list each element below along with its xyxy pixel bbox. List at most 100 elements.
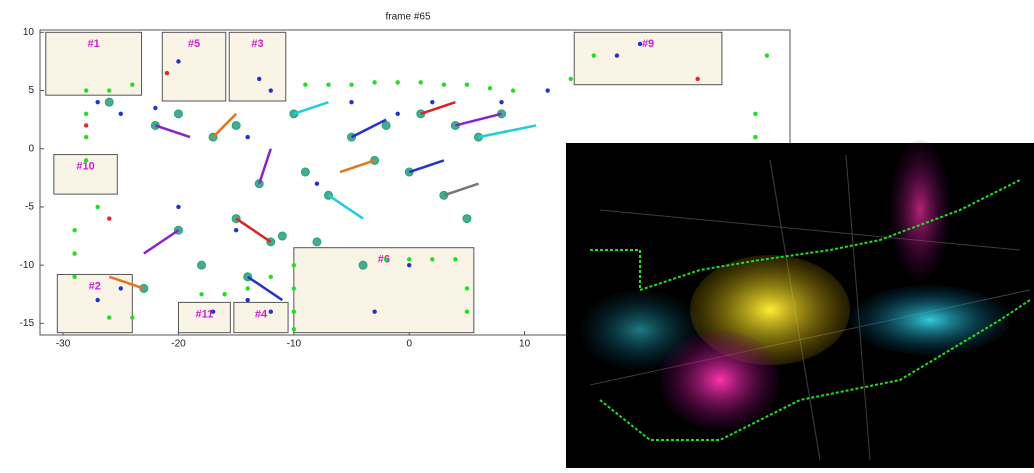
point [292, 327, 296, 331]
region-label: #5 [188, 38, 200, 50]
point [165, 71, 169, 75]
point [382, 121, 390, 129]
x-tick-label: -10 [287, 339, 302, 350]
point [430, 257, 434, 261]
point [198, 261, 206, 269]
point [301, 168, 309, 176]
region-label: #4 [255, 308, 268, 320]
y-tick-label: 5 [28, 85, 34, 96]
point [615, 53, 619, 57]
point [269, 88, 273, 92]
point [765, 53, 769, 57]
point [384, 257, 388, 261]
point [222, 292, 226, 296]
point [359, 261, 367, 269]
point [465, 286, 469, 290]
point [107, 88, 111, 92]
inset-blob [890, 140, 950, 280]
x-tick-label: 0 [406, 339, 412, 350]
point [465, 310, 469, 314]
point [292, 286, 296, 290]
point [105, 98, 113, 106]
point [419, 80, 423, 84]
y-tick-label: 10 [23, 27, 35, 38]
point [245, 135, 249, 139]
point [211, 310, 215, 314]
point [315, 181, 319, 185]
point [499, 100, 503, 104]
chart-title: frame #65 [385, 12, 430, 23]
point [753, 112, 757, 116]
region-label: #2 [89, 280, 101, 292]
point [430, 100, 434, 104]
y-tick-label: 0 [28, 143, 34, 154]
point [119, 286, 123, 290]
point [84, 135, 88, 139]
point [174, 110, 182, 118]
point [130, 315, 134, 319]
point [372, 80, 376, 84]
point [442, 83, 446, 87]
point [511, 88, 515, 92]
point [257, 77, 261, 81]
point [72, 228, 76, 232]
point [176, 205, 180, 209]
inset-blob [660, 330, 780, 430]
inset-blob [850, 285, 1010, 355]
region-label: #9 [642, 38, 654, 50]
point [199, 292, 203, 296]
point [245, 298, 249, 302]
point [292, 263, 296, 267]
point [234, 228, 238, 232]
point [349, 100, 353, 104]
point [372, 310, 376, 314]
point [638, 42, 642, 46]
point [695, 77, 699, 81]
point [753, 135, 757, 139]
point [95, 298, 99, 302]
region-label: #11 [196, 308, 214, 320]
point [465, 83, 469, 87]
point [153, 106, 157, 110]
point [395, 112, 399, 116]
point [72, 275, 76, 279]
point [463, 215, 471, 223]
point [278, 232, 286, 240]
point [72, 251, 76, 255]
point [592, 53, 596, 57]
point [545, 88, 549, 92]
point [313, 238, 321, 246]
y-tick-label: -10 [20, 260, 35, 271]
point [84, 123, 88, 127]
point [269, 275, 273, 279]
point [326, 83, 330, 87]
point [488, 86, 492, 90]
point [84, 88, 88, 92]
point [407, 257, 411, 261]
point [130, 83, 134, 87]
point [232, 121, 240, 129]
y-tick-label: -5 [25, 202, 34, 213]
point [269, 310, 273, 314]
point [569, 77, 573, 81]
point [84, 158, 88, 162]
region-label: #3 [251, 38, 263, 50]
point [407, 263, 411, 267]
point [349, 83, 353, 87]
x-tick-label: -30 [56, 339, 71, 350]
point [107, 315, 111, 319]
point [84, 112, 88, 116]
figure: frame #65 -30-20-10010-15-10-50510#1#5#3… [0, 0, 1034, 468]
point [95, 100, 99, 104]
x-tick-label: -20 [171, 339, 186, 350]
inset-3d-view [566, 140, 1034, 468]
point [107, 216, 111, 220]
point [95, 205, 99, 209]
x-tick-label: 10 [519, 339, 531, 350]
point [303, 83, 307, 87]
region-label: #1 [88, 38, 100, 50]
point [395, 80, 399, 84]
point [176, 59, 180, 63]
point [245, 286, 249, 290]
point [453, 257, 457, 261]
